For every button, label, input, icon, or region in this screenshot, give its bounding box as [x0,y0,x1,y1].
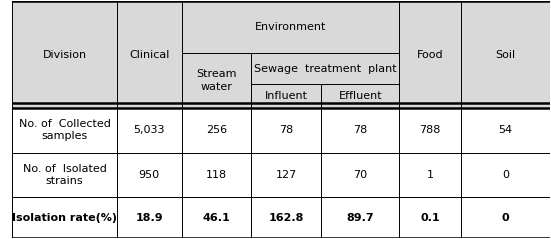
Text: Soil: Soil [495,49,515,60]
Bar [12,108,549,238]
Text: Isolation rate(%): Isolation rate(%) [12,212,117,223]
Text: 0: 0 [502,170,509,180]
Text: Division: Division [42,49,87,60]
Text: 0: 0 [501,212,509,223]
Text: No. of  Isolated
strains: No. of Isolated strains [23,164,106,186]
Text: Effluent: Effluent [338,91,382,101]
Text: Environment: Environment [255,22,326,32]
Text: 0.1: 0.1 [420,212,440,223]
Text: 1: 1 [426,170,434,180]
Text: 118: 118 [206,170,227,180]
Text: Clinical: Clinical [129,49,170,60]
Text: 950: 950 [139,170,160,180]
Text: Food: Food [417,49,444,60]
Text: 46.1: 46.1 [203,212,230,223]
Text: Stream
water: Stream water [196,69,237,92]
Text: 127: 127 [276,170,297,180]
Text: 256: 256 [206,125,227,135]
Bar [12,1,549,108]
Text: 162.8: 162.8 [269,212,304,223]
Text: 18.9: 18.9 [136,212,163,223]
Text: 5,033: 5,033 [133,125,165,135]
Text: 89.7: 89.7 [347,212,374,223]
Text: 78: 78 [279,125,294,135]
Text: 70: 70 [353,170,368,180]
Text: 54: 54 [498,125,512,135]
Text: Sewage  treatment  plant: Sewage treatment plant [254,64,397,74]
Text: No. of  Collected
samples: No. of Collected samples [19,119,111,141]
Text: 788: 788 [419,125,441,135]
Text: Influent: Influent [265,91,308,101]
Text: 78: 78 [353,125,368,135]
